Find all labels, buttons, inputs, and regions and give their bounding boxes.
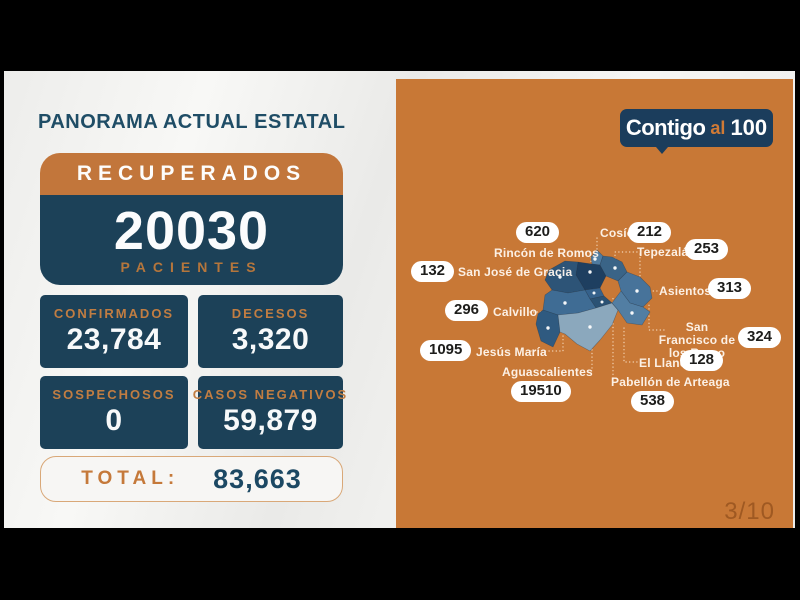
label-tepezala: Tepezalá bbox=[637, 245, 689, 259]
label-rincon-de-romos: Rincón de Romos bbox=[494, 246, 600, 260]
value-pill-el-llano: 128 bbox=[680, 350, 724, 371]
label-pabellon-de-arteaga: Pabellón de Arteaga bbox=[611, 375, 730, 389]
map-region-aguascalientes bbox=[557, 302, 619, 352]
recovered-value: 20030 bbox=[113, 201, 270, 261]
value-pill-calvillo: 296 bbox=[445, 300, 489, 321]
label-san-jose-de-gracia: San José de Gracia bbox=[458, 265, 573, 279]
stat-card-sospechosos: SOSPECHOSOS 0 bbox=[40, 376, 188, 449]
page-indicator: 3/10 bbox=[724, 498, 775, 525]
stat-label: SOSPECHOSOS bbox=[52, 387, 176, 402]
value-pill-aguascalientes: 19510 bbox=[511, 381, 571, 402]
recovered-card: RECUPERADOS 20030 PACIENTES bbox=[40, 153, 343, 285]
value-pill-cosio: 212 bbox=[628, 222, 672, 243]
stat-label: CASOS NEGATIVOS bbox=[192, 387, 349, 402]
logo-text-contigo: Contigo bbox=[625, 115, 706, 140]
map-region-el-llano bbox=[611, 290, 651, 326]
stat-card-decesos: DECESOS 3,320 bbox=[198, 295, 343, 368]
value-pill-jesus-maria: 1095 bbox=[420, 340, 472, 361]
page-title-prefix: PANORAMA ACTUAL bbox=[38, 111, 249, 133]
label-asientos: Asientos bbox=[659, 284, 712, 298]
total-card: TOTAL: 83,663 bbox=[40, 456, 343, 502]
stat-grid: CONFIRMADOS 23,784 DECESOS 3,320 SOSPECH… bbox=[40, 295, 346, 449]
label-el-llano: El Llano bbox=[639, 356, 688, 370]
map-region-dots bbox=[546, 257, 639, 330]
value-pill-rincon-de-romos: 620 bbox=[516, 222, 560, 243]
map-panel: Contigo al 100 bbox=[396, 79, 793, 528]
value-pill-pabellon-de-arteaga: 538 bbox=[631, 391, 675, 412]
stat-card-confirmados: CONFIRMADOS 23,784 bbox=[40, 295, 188, 368]
stat-value: 59,879 bbox=[223, 404, 318, 437]
label-calvillo: Calvillo bbox=[493, 305, 538, 319]
stat-card-casos-negativos: CASOS NEGATIVOS 59,879 bbox=[193, 376, 346, 449]
value-pill-san-jose-de-gracia: 132 bbox=[411, 261, 455, 282]
total-label: TOTAL: bbox=[81, 468, 180, 489]
label-aguascalientes: Aguascalientes bbox=[502, 365, 593, 379]
value-pill-tepezala: 253 bbox=[685, 239, 729, 260]
value-pill-san-francisco-de-los-romo: 324 bbox=[738, 327, 782, 348]
page-title: PANORAMA ACTUAL ESTATAL bbox=[38, 111, 345, 134]
logo-text-al: al bbox=[710, 117, 726, 138]
label-cosio: Cosío bbox=[600, 226, 635, 240]
recovered-card-header: RECUPERADOS bbox=[40, 153, 343, 195]
stat-label: DECESOS bbox=[231, 306, 310, 321]
slide: PANORAMA ACTUAL ESTATAL RECUPERADOS 2003… bbox=[4, 71, 795, 528]
stat-value: 3,320 bbox=[231, 323, 310, 356]
label-jesus-maria: Jesús María bbox=[476, 345, 547, 359]
stat-value: 23,784 bbox=[66, 323, 162, 356]
logo-text-100: 100 bbox=[730, 115, 768, 140]
total-value: 83,663 bbox=[213, 463, 302, 494]
stat-value: 0 bbox=[105, 404, 123, 437]
state-map bbox=[529, 237, 665, 379]
value-pill-asientos: 313 bbox=[708, 278, 752, 299]
page-title-bold: ESTATAL bbox=[254, 111, 346, 133]
recovered-unit: PACIENTES bbox=[120, 259, 263, 275]
stat-label: CONFIRMADOS bbox=[53, 306, 175, 321]
recovered-card-body: 20030 PACIENTES bbox=[40, 195, 343, 285]
contigo-al-100-logo: Contigo al 100 bbox=[620, 109, 773, 154]
